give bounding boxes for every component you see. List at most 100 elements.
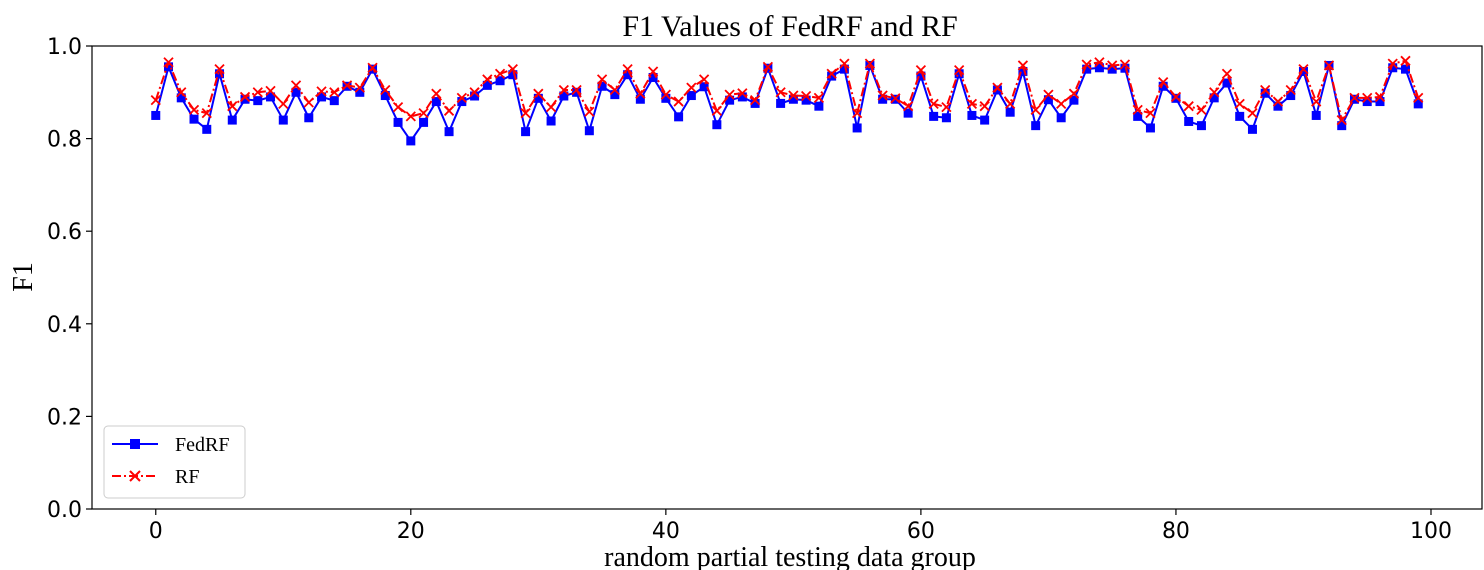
data-point-rf [1336,114,1347,126]
data-point-fedrf [431,97,441,107]
data-point-rf [367,62,378,73]
data-point-rf [1298,64,1309,75]
data-point-rf [1094,57,1105,68]
data-point-fedrf [470,91,480,101]
data-point-fedrf [1247,124,1257,134]
data-point-rf [1260,84,1271,96]
data-point-rf [788,90,799,101]
data-point-rf [877,90,888,101]
data-point-rf [698,74,710,85]
data-point-fedrf [164,62,174,72]
data-point-rf [1387,58,1398,69]
data-point-fedrf [406,136,416,146]
data-point-rf [456,92,467,103]
data-point-rf [686,82,697,93]
data-point-fedrf [572,87,582,97]
data-point-rf [469,87,480,98]
data-point-fedrf [623,70,633,80]
data-point-rf [596,74,608,85]
data-point-rf [979,101,990,112]
data-point-rf [227,101,238,112]
data-point-fedrf [227,115,237,125]
data-point-fedrf [725,95,735,105]
data-point-fedrf [1082,64,1092,74]
data-point-fedrf [559,91,569,101]
data-point-rf [290,80,302,91]
data-point-rf [278,98,289,110]
data-point-fedrf [495,76,505,86]
data-point-rf [329,87,340,98]
data-point-rf [482,74,493,85]
data-point-rf [303,97,314,108]
data-point-rf [1285,84,1296,96]
data-point-rf [405,111,416,122]
data-point-fedrf [801,95,811,105]
data-point-fedrf [1005,107,1015,117]
data-point-fedrf [1171,93,1181,103]
series-line-rf [154,59,1420,122]
x-axis-ticks: 0 20 40 60 80 100 [149,509,1452,544]
data-point-rf [1183,101,1194,112]
data-point-fedrf [980,115,990,125]
data-point-rf [1170,91,1182,103]
data-point-fedrf [176,93,186,103]
data-point-rf [1374,91,1386,103]
data-point-rf [622,64,633,75]
y-axis-label: F1 [8,262,39,292]
data-point-fedrf [304,113,314,123]
data-point-rf [1119,59,1131,70]
data-point-fedrf [215,69,225,79]
data-point-rf [775,87,786,98]
data-point-rf [1081,59,1092,70]
data-point-rf [1221,68,1233,79]
data-point-fedrf [1043,95,1053,105]
data-point-rf [252,87,263,98]
data-point-rf [392,101,404,113]
data-point-rf [1068,88,1080,99]
y-tick-label: 0.4 [47,313,82,338]
data-point-fedrf [839,64,849,74]
x-axis-label: random partial testing data group [604,542,976,570]
data-point-rf [163,57,174,68]
data-point-fedrf [1260,88,1270,98]
y-tick-label: 0.6 [47,220,82,245]
data-point-fedrf [1209,93,1219,103]
data-point-rf [1209,87,1220,98]
data-point-rf [954,64,965,76]
chart-title: F1 Values of FedRF and RF [622,10,957,43]
data-point-fedrf [380,91,390,101]
data-point-fedrf [1273,101,1283,111]
data-point-rf [711,105,722,116]
data-point-rf [150,95,161,106]
data-point-rf [864,58,876,69]
data-point-fedrf [903,108,913,118]
data-point-rf [890,93,901,104]
data-point-rf [762,61,774,72]
data-point-fedrf [355,87,365,97]
data-point-rf [1362,92,1373,103]
data-point-fedrf [788,94,798,104]
data-point-fedrf [266,92,276,102]
data-point-fedrf [1235,111,1245,121]
data-point-fedrf [1031,121,1041,131]
data-point-fedrf [610,90,620,100]
x-tick-label: 100 [1410,519,1452,544]
x-tick-label: 0 [149,519,163,544]
data-point-fedrf [750,98,760,108]
data-point-rf [647,66,659,77]
data-point-fedrf [1375,97,1385,107]
data-point-rf [1132,104,1143,116]
data-point-rf [660,89,671,100]
data-point-fedrf [151,110,161,120]
data-point-fedrf [1133,111,1143,121]
data-point-fedrf [1286,91,1296,101]
data-point-fedrf [954,69,964,79]
legend-fedrf-label: FedRF [175,434,229,456]
data-point-rf [609,84,620,96]
data-point-fedrf [521,127,531,137]
data-point-fedrf [584,126,594,136]
y-axis-ticks: 0.0 0.2 0.4 0.6 0.8 1.0 [47,35,92,523]
data-point-rf [520,107,531,119]
data-point-fedrf [1145,123,1155,133]
data-point-fedrf [1400,64,1410,74]
